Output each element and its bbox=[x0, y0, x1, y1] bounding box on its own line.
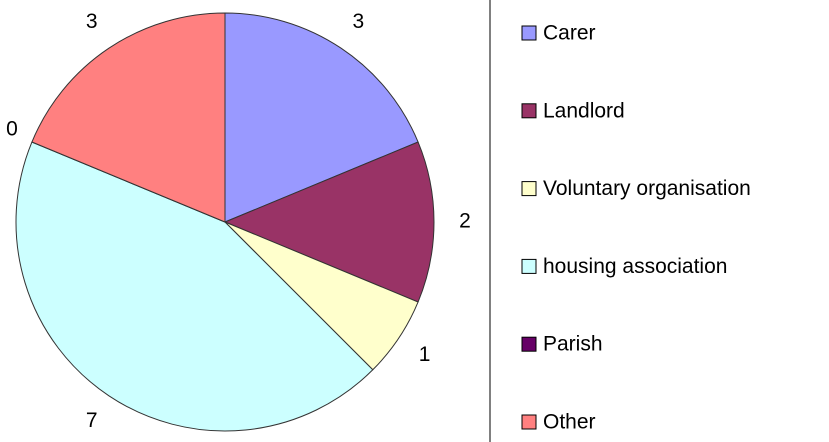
pie-slice bbox=[15, 141, 374, 432]
legend-swatch bbox=[521, 414, 537, 430]
legend-label: Voluntary organisation bbox=[543, 177, 751, 200]
legend-label: housing association bbox=[543, 255, 727, 278]
data-label: 3 bbox=[86, 10, 98, 33]
legend-label: Landlord bbox=[543, 99, 625, 122]
legend-swatch bbox=[521, 25, 537, 41]
data-label: 7 bbox=[86, 409, 98, 432]
pie-slice bbox=[31, 12, 226, 223]
legend-swatch bbox=[521, 181, 537, 197]
legend-label: Carer bbox=[543, 22, 596, 45]
data-label: 1 bbox=[419, 343, 431, 366]
data-label: 2 bbox=[459, 210, 471, 233]
legend-swatch bbox=[521, 258, 537, 274]
legend-label: Other bbox=[543, 411, 596, 434]
data-label: 3 bbox=[352, 10, 364, 33]
legend-label: Parish bbox=[543, 333, 603, 356]
pie-slice bbox=[223, 141, 435, 303]
pie-slice bbox=[224, 12, 419, 223]
legend-swatch bbox=[521, 336, 537, 352]
data-label: 0 bbox=[6, 118, 18, 141]
legend-swatch bbox=[521, 103, 537, 119]
